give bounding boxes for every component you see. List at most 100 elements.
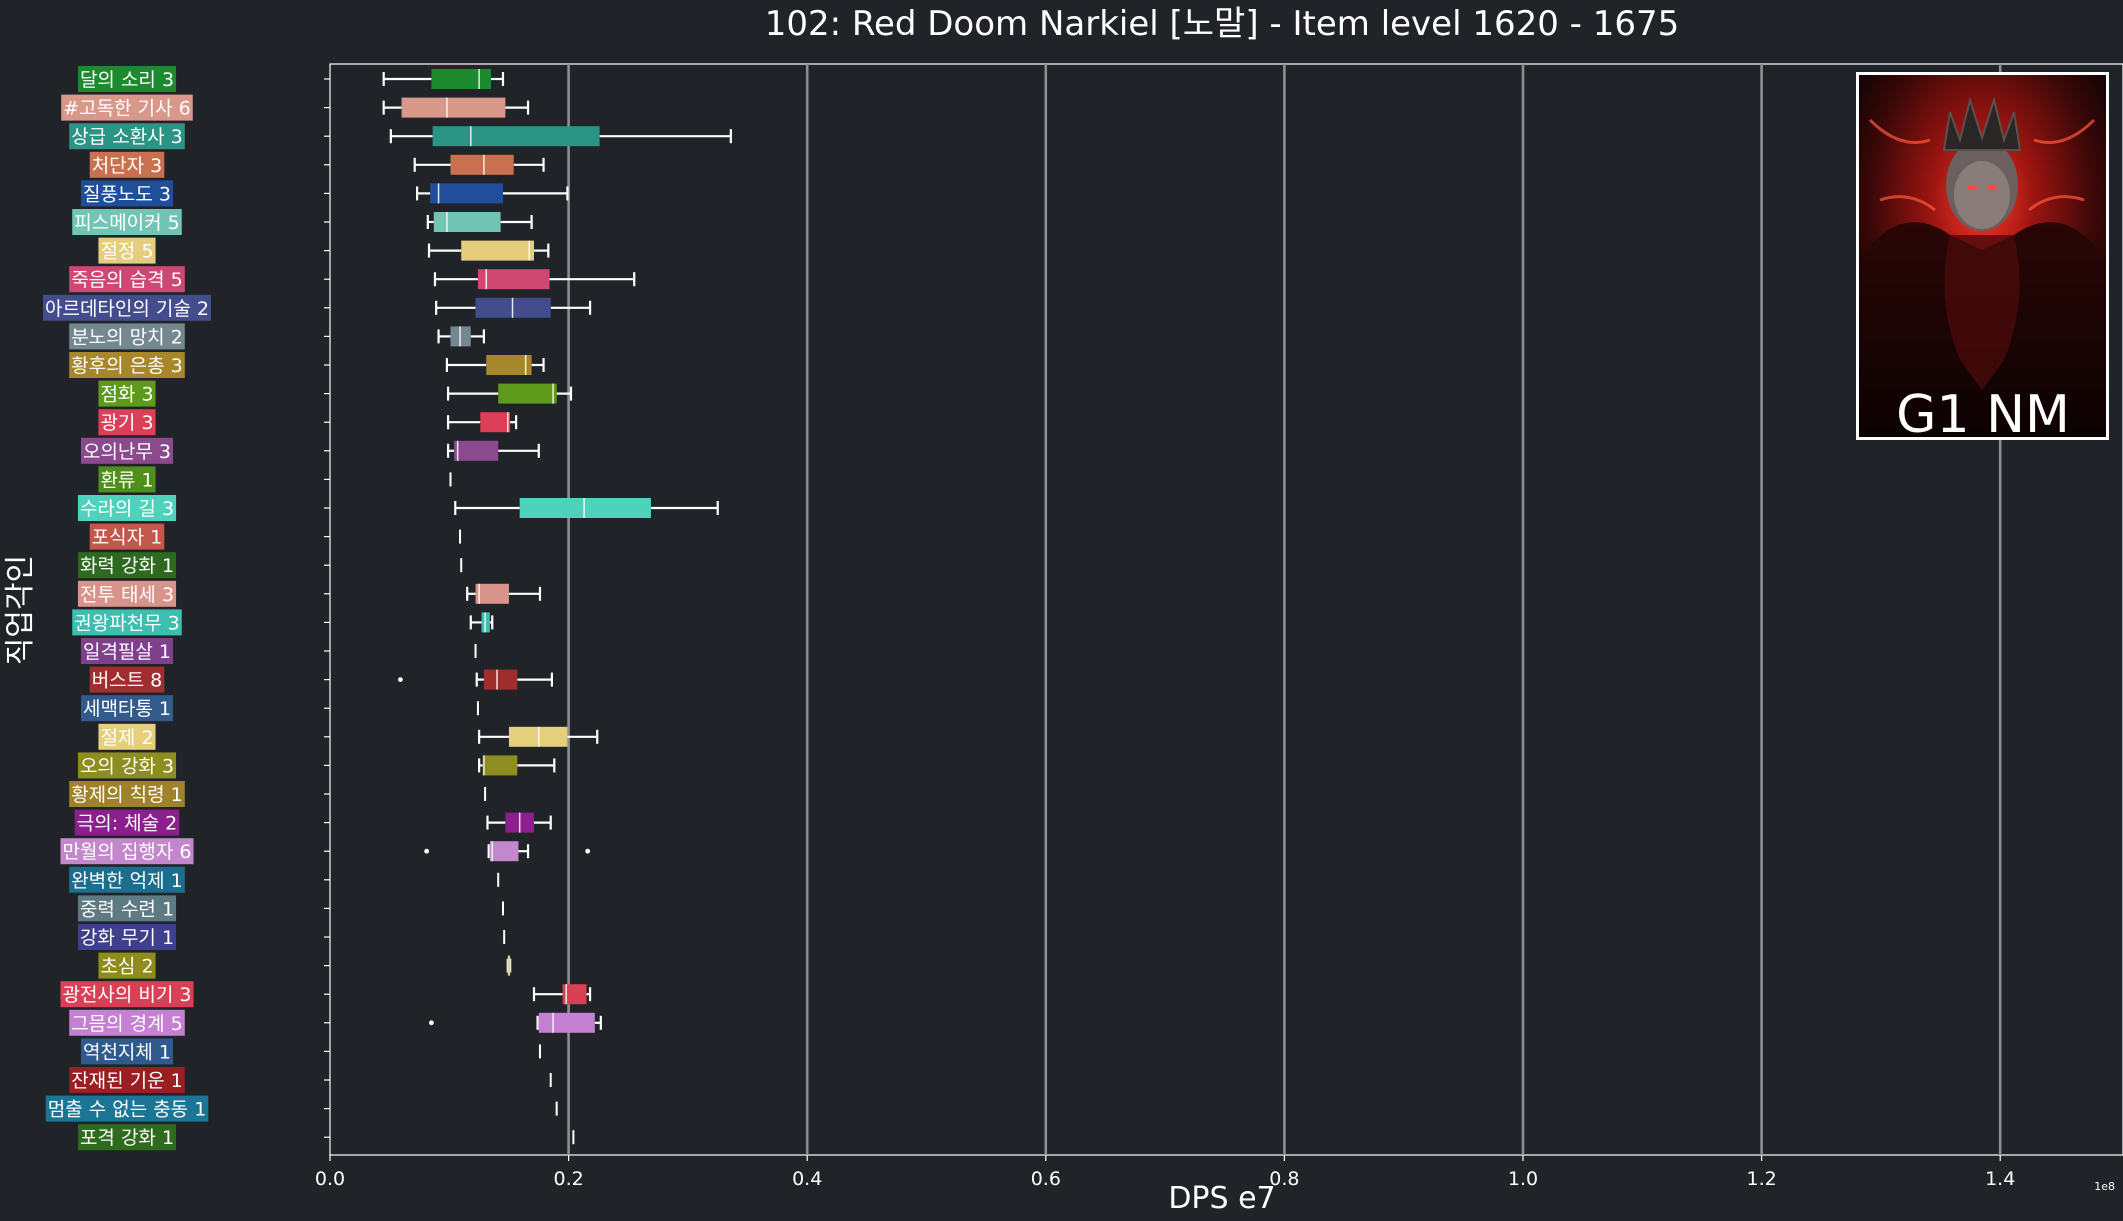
outlier-point <box>397 677 403 682</box>
category-label-background <box>98 952 156 979</box>
category-label-background <box>60 981 194 1008</box>
category-label-background <box>80 437 174 464</box>
category-label: #고독한 기사 6 <box>63 98 191 120</box>
box-group <box>447 412 518 433</box>
badge-text: G1 NM <box>1896 385 2070 445</box>
category-label: 초심 2 <box>100 956 153 978</box>
iqr-box <box>401 97 506 118</box>
category-label-background <box>69 866 185 893</box>
category-label: 포식자 1 <box>92 527 163 549</box>
x-axis-label: DPS e7 <box>1168 1181 1275 1216</box>
x-tick-label: 0.2 <box>553 1168 583 1190</box>
category-label-background <box>77 66 177 92</box>
category-label-background <box>77 552 177 579</box>
category-label: 황후의 은총 3 <box>71 355 183 377</box>
box-group <box>447 383 573 404</box>
category-label-background <box>89 666 165 693</box>
category-label: 분노의 망치 2 <box>71 326 183 348</box>
category-label: 수라의 길 3 <box>80 498 174 520</box>
category-label: 잔재된 기운 1 <box>71 1070 183 1092</box>
iqr-box <box>433 212 501 232</box>
outlier-point <box>424 848 430 854</box>
box-group <box>469 612 494 633</box>
category-label: 절정 5 <box>100 241 153 263</box>
category-label-background <box>77 1124 177 1151</box>
category-label-background <box>69 352 185 378</box>
category-label: 처단자 3 <box>92 155 163 177</box>
box-group <box>382 69 505 89</box>
category-label-background <box>72 209 182 235</box>
category-label: 광전사의 비기 3 <box>62 984 191 1006</box>
iqr-box <box>432 126 600 147</box>
outlier-point <box>429 1020 434 1026</box>
category-label: 버스트 8 <box>92 670 163 692</box>
x-axis-ticks: 0.0 0.2 0.4 0.6 0.8 1.0 1.2 1.4 <box>315 1155 2015 1190</box>
category-label: 세맥타통 1 <box>83 698 171 720</box>
x-tick-label: 1.4 <box>1985 1168 2015 1190</box>
y-axis-label: 직업각인 <box>3 555 38 665</box>
category-label-background <box>80 695 174 722</box>
category-label: 일격필살 1 <box>83 641 171 663</box>
box-group <box>415 183 569 204</box>
x-tick-label: 0.8 <box>1269 1168 1299 1190</box>
iqr-box <box>498 383 557 404</box>
box-group <box>486 812 552 833</box>
box-group <box>433 269 636 290</box>
iqr-box <box>489 841 519 862</box>
category-label-background <box>61 94 193 121</box>
category-label-background <box>69 266 185 293</box>
x-tick-label: 0.4 <box>792 1168 822 1190</box>
category-label: 황제의 칙령 1 <box>71 784 183 806</box>
box-group <box>437 326 485 347</box>
category-label-background <box>60 838 194 865</box>
iqr-box <box>454 440 499 461</box>
category-label-background <box>98 380 156 407</box>
category-label: 중력 수련 1 <box>80 898 174 920</box>
box-group <box>382 97 530 118</box>
box-group <box>454 498 719 518</box>
category-label: 광기 3 <box>100 412 153 434</box>
category-label-background <box>77 895 177 922</box>
category-label-background <box>69 323 185 350</box>
category-label: 완벽한 억제 1 <box>71 870 183 892</box>
demon-boss-portrait-icon <box>1859 75 2106 437</box>
box-group <box>426 212 533 232</box>
category-label-background <box>69 1009 185 1036</box>
category-label: 강화 무기 1 <box>80 927 174 949</box>
category-label: 멈출 수 없는 충동 1 <box>48 1099 207 1121</box>
category-label: 피스메이커 5 <box>74 212 180 234</box>
category-label-background <box>89 523 165 550</box>
category-label: 달의 소리 3 <box>80 69 174 91</box>
category-label-background <box>98 237 156 264</box>
iqr-box <box>477 269 550 290</box>
box-group <box>447 440 540 461</box>
category-label-background <box>98 466 156 493</box>
category-label: 권왕파천무 3 <box>74 612 180 634</box>
category-label-background <box>77 752 177 779</box>
chart-title: 102: Red Doom Narkiel [노말] - Item level … <box>765 4 1680 44</box>
category-label-background <box>45 1095 209 1122</box>
x-scale-offset-label: 1e8 <box>2094 1180 2115 1193</box>
category-label-background <box>98 723 156 750</box>
outlier-point <box>585 848 591 854</box>
category-label: 극의: 체술 2 <box>77 813 178 835</box>
boss-badge: G1 NM <box>1856 72 2109 445</box>
iqr-box <box>430 183 503 204</box>
box-group <box>445 355 545 375</box>
box-group <box>424 841 591 862</box>
category-label: 상급 소환사 3 <box>71 126 183 148</box>
category-label-background <box>69 1067 185 1093</box>
iqr-box <box>475 583 509 604</box>
category-label: 아르데타인의 기술 2 <box>45 298 209 320</box>
iqr-box <box>482 755 518 776</box>
plot-area <box>329 63 2123 1156</box>
iqr-box <box>450 154 514 175</box>
category-label-background <box>77 924 177 950</box>
box-group <box>466 583 542 604</box>
y-axis-category-labels: 달의 소리 3 #고독한 기사 6 상급 소환사 3 처단자 3 질풍노도 3 피스메이커… <box>42 66 330 1151</box>
category-label-background <box>69 781 185 807</box>
iqr-box <box>562 984 587 1005</box>
category-label: 점화 3 <box>100 384 153 406</box>
box-group <box>478 726 599 747</box>
category-label: 질풍노도 3 <box>83 183 171 205</box>
